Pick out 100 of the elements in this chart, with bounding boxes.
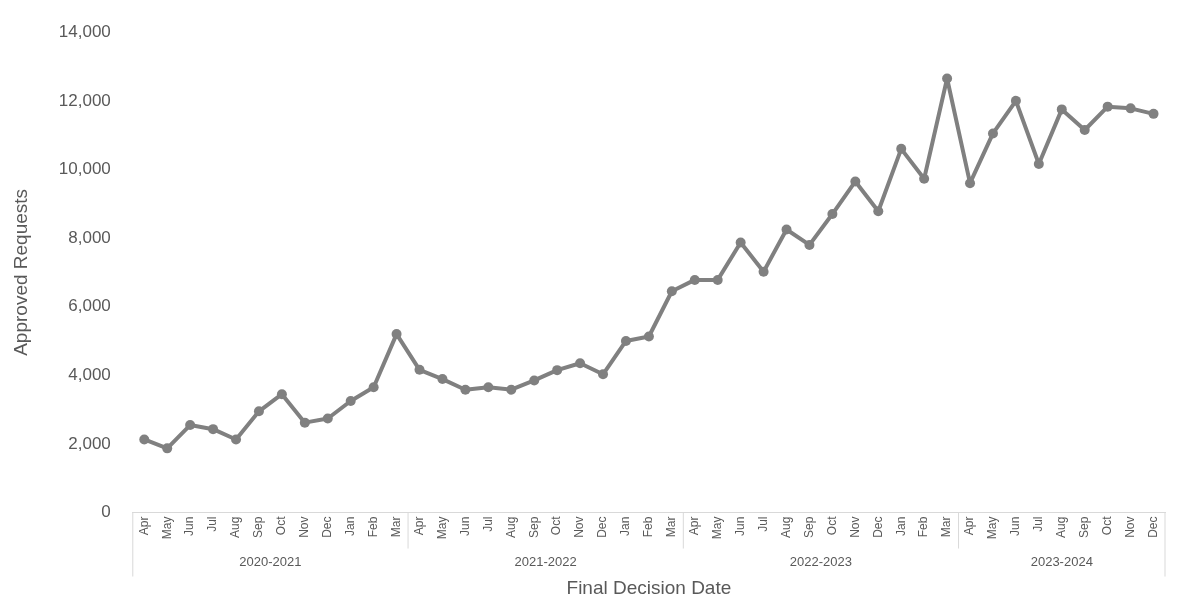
point [643, 331, 654, 342]
point [987, 128, 998, 139]
x-tick-label: Nov [572, 516, 587, 538]
x-tick-label: Dec [1145, 516, 1160, 538]
point [1102, 101, 1113, 112]
x-tick-label: Nov [297, 516, 312, 538]
point [368, 382, 379, 393]
x-tick-label: Jun [1008, 516, 1023, 536]
x-tick-label: Sep [1077, 516, 1092, 538]
point [1056, 104, 1067, 115]
point [896, 143, 907, 154]
point [965, 178, 976, 189]
point [231, 434, 242, 445]
x-tick-label: Dec [870, 516, 885, 538]
x-tick-label: Dec [320, 516, 335, 538]
x-tick-label: Sep [526, 516, 541, 538]
x-tick-label: Jan [893, 516, 908, 536]
x-tick-label: May [710, 516, 725, 540]
x-tick-label: Nov [1122, 516, 1137, 538]
y-axis-title: Approved Requests [9, 188, 31, 356]
point [827, 209, 838, 220]
x-tick-label: Jan [343, 516, 358, 536]
text: 2020-2021 [239, 554, 302, 570]
point [276, 389, 287, 400]
x-tick-label: Jul [1031, 516, 1046, 532]
x-tick-label: May [159, 516, 174, 540]
point [552, 365, 563, 376]
point [460, 384, 471, 395]
point [689, 274, 700, 285]
x-tick-label: Nov [847, 516, 862, 538]
x-tick-label: May [985, 516, 1000, 540]
point [529, 375, 540, 386]
point [299, 417, 310, 428]
x-tick-label: Aug [228, 516, 243, 538]
point [437, 374, 448, 385]
y-tick-label: 6,000 [68, 296, 111, 316]
point [758, 266, 769, 277]
text: 2021-2022 [514, 554, 577, 570]
y-tick-label: 10,000 [58, 159, 111, 179]
x-tick-label: Jul [205, 516, 220, 532]
point [781, 224, 792, 235]
x-tick-label: May [434, 516, 449, 540]
x-tick-label: Oct [824, 515, 839, 536]
point [850, 176, 861, 187]
text: 2022-2023 [789, 554, 853, 570]
point [1010, 95, 1021, 106]
x-tick-label: Aug [778, 516, 793, 538]
point [322, 413, 333, 424]
point [919, 173, 930, 184]
point [208, 424, 219, 435]
point [139, 434, 150, 445]
y-tick-label: 2,000 [68, 433, 111, 453]
x-tick-label: Sep [801, 516, 816, 538]
point [414, 364, 425, 375]
y-tick-label: 12,000 [58, 90, 111, 110]
x-tick-label: Apr [411, 516, 426, 536]
point [620, 335, 631, 346]
point [162, 443, 173, 454]
x-tick-label: Dec [595, 516, 610, 538]
point [483, 382, 494, 393]
point [804, 239, 815, 250]
x-tick-label: Mar [388, 516, 403, 538]
point [391, 329, 402, 340]
x-tick-label: Jun [182, 516, 197, 536]
x-tick-label: Feb [916, 516, 931, 538]
point [506, 384, 517, 395]
x-tick-label: Oct [274, 515, 289, 536]
point [598, 369, 609, 380]
point [942, 73, 953, 84]
x-tick-label: Aug [503, 516, 518, 538]
x-tick-label: Mar [939, 516, 954, 538]
point [575, 358, 586, 369]
y-tick-label: 0 [101, 502, 111, 522]
x-tick-label: Mar [664, 516, 679, 538]
point [666, 286, 677, 297]
y-tick-label: 4,000 [68, 364, 111, 384]
text: 2023-2024 [1030, 554, 1093, 570]
point [345, 396, 356, 407]
x-tick-label: Feb [641, 516, 656, 538]
x-tick-label: Jul [755, 516, 770, 532]
x-tick-label: Aug [1054, 516, 1069, 538]
point [253, 406, 264, 417]
point [735, 237, 746, 248]
x-tick-label: Jul [480, 516, 495, 532]
x-tick-label: Apr [687, 516, 702, 536]
x-tick-label: Sep [251, 516, 266, 538]
point [1125, 103, 1136, 114]
point [873, 206, 884, 217]
x-tick-label: Oct [1099, 515, 1114, 536]
x-tick-label: Jun [732, 516, 747, 536]
x-tick-label: Oct [549, 515, 564, 536]
y-tick-label: 14,000 [58, 21, 111, 41]
point [1148, 108, 1159, 119]
y-tick-label: 8,000 [68, 227, 111, 247]
x-tick-label: Apr [136, 516, 151, 536]
point [1079, 124, 1090, 135]
x-tick-label: Jun [457, 516, 472, 536]
point [185, 420, 196, 431]
x-tick-label: Feb [365, 516, 380, 538]
x-tick-label: Apr [962, 516, 977, 536]
